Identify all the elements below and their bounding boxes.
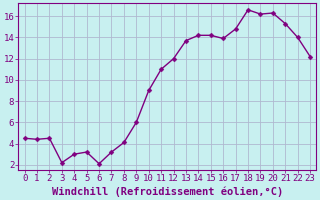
X-axis label: Windchill (Refroidissement éolien,°C): Windchill (Refroidissement éolien,°C)	[52, 186, 283, 197]
